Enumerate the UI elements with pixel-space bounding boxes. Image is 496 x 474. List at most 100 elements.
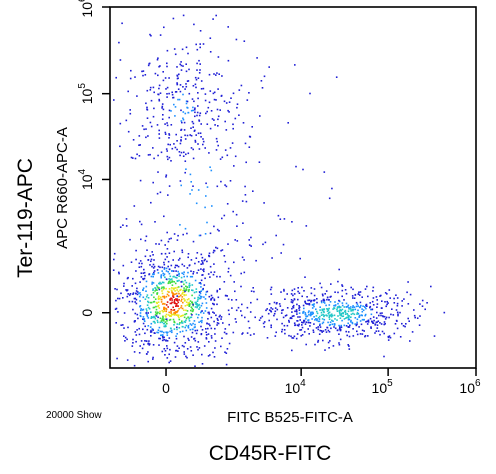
event-dot (217, 118, 219, 121)
event-dot (196, 272, 198, 274)
event-dot (192, 272, 194, 275)
event-dot (185, 85, 188, 88)
event-dot (399, 311, 401, 314)
event-dot (177, 290, 180, 293)
event-dot (215, 137, 218, 140)
event-dot (161, 330, 163, 333)
event-dot (212, 251, 215, 254)
event-dot (147, 317, 150, 319)
event-dot (164, 276, 166, 279)
event-dot (320, 311, 323, 314)
event-dot (241, 200, 244, 202)
event-dot (345, 306, 348, 308)
event-dot (284, 315, 287, 317)
event-dot (162, 281, 165, 284)
event-dot (347, 331, 350, 333)
event-dot (161, 292, 164, 295)
event-dot (201, 316, 203, 319)
event-dot (216, 324, 218, 326)
event-dot (338, 310, 341, 312)
event-dot (184, 305, 187, 307)
event-dot (283, 290, 285, 292)
event-dot (213, 249, 215, 252)
event-dot (331, 187, 333, 190)
event-dot (196, 252, 199, 254)
event-dot (184, 313, 186, 316)
event-dot (227, 109, 229, 112)
event-dot (339, 314, 341, 316)
event-dot (306, 296, 308, 298)
event-dot (186, 267, 189, 269)
event-dot (153, 259, 155, 261)
event-dot (201, 310, 203, 312)
event-dot (188, 304, 191, 306)
event-dot (321, 309, 324, 312)
event-dot (366, 305, 368, 307)
event-dot (340, 324, 342, 327)
event-dot (177, 88, 180, 90)
event-dot (201, 302, 204, 305)
event-dot (375, 317, 378, 319)
event-dot (180, 276, 183, 279)
event-dot (189, 284, 191, 287)
event-dot (166, 293, 169, 296)
event-dot (140, 223, 143, 226)
event-dot (162, 286, 165, 288)
event-dot (205, 331, 207, 334)
event-dot (192, 308, 195, 311)
event-dot (162, 318, 165, 321)
event-dot (293, 315, 295, 317)
event-dot (152, 320, 155, 323)
event-dot (405, 323, 407, 325)
event-dot (135, 290, 138, 292)
event-dot (193, 337, 196, 340)
event-dot (177, 305, 179, 307)
event-dot (219, 275, 221, 278)
event-dot (134, 331, 137, 333)
event-dot (383, 355, 385, 358)
event-dot (151, 281, 154, 284)
event-dot (194, 329, 197, 332)
event-dot (157, 305, 159, 308)
event-dot (232, 123, 234, 126)
event-dot (183, 351, 185, 353)
event-dot (195, 301, 197, 304)
event-dot (240, 84, 243, 87)
event-dot (139, 305, 142, 307)
event-dot (413, 309, 415, 311)
event-dot (328, 347, 330, 349)
event-dot (200, 279, 203, 282)
event-dot (369, 302, 371, 304)
event-dot (236, 103, 239, 105)
event-dot (275, 234, 277, 237)
event-dot (359, 333, 362, 335)
event-dot (231, 307, 233, 309)
event-dot (162, 108, 165, 111)
event-dot (236, 106, 238, 109)
event-dot (146, 313, 148, 316)
event-dot (281, 309, 283, 312)
event-dot (225, 333, 228, 335)
event-dot (249, 311, 252, 313)
event-dot (152, 356, 154, 359)
event-dot (343, 306, 346, 308)
event-dot (167, 294, 170, 297)
event-dot (186, 100, 189, 103)
event-dot (119, 226, 122, 228)
event-dot (173, 143, 175, 145)
event-dot (210, 337, 213, 339)
event-dot (185, 83, 187, 85)
event-dot (299, 316, 301, 318)
event-dot (140, 340, 143, 342)
event-dot (154, 290, 156, 292)
event-dot (314, 343, 316, 346)
event-dot (174, 282, 177, 285)
event-dot (171, 270, 173, 272)
event-dot (237, 306, 240, 309)
event-dot (194, 108, 196, 111)
event-dot (276, 308, 279, 311)
event-dot (270, 286, 273, 289)
event-dot (162, 315, 164, 318)
event-dot (315, 308, 317, 311)
event-dot (163, 338, 165, 341)
